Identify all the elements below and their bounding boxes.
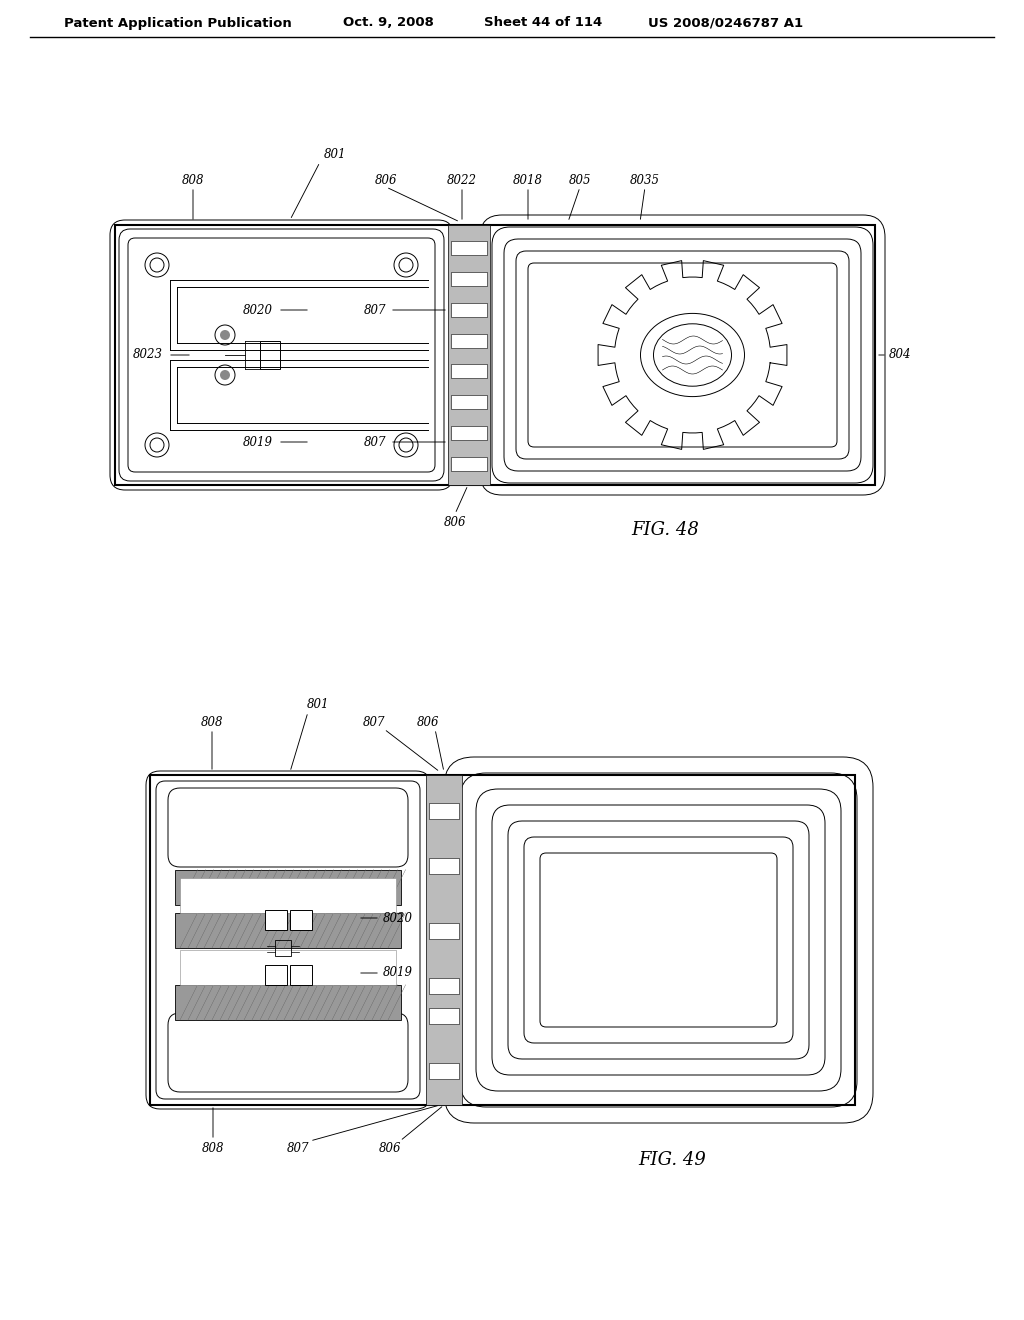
Bar bbox=[426, 775, 462, 1105]
Bar bbox=[429, 803, 459, 818]
Text: 806: 806 bbox=[443, 516, 466, 528]
Text: 806: 806 bbox=[375, 173, 397, 186]
Bar bbox=[451, 334, 487, 347]
Bar bbox=[175, 870, 401, 904]
Bar bbox=[265, 909, 287, 931]
Bar bbox=[275, 940, 291, 956]
Bar bbox=[260, 341, 280, 370]
Text: 805: 805 bbox=[568, 173, 591, 186]
Bar bbox=[449, 224, 490, 484]
Text: 8018: 8018 bbox=[513, 173, 543, 186]
Bar bbox=[451, 426, 487, 440]
Text: 8022: 8022 bbox=[447, 173, 477, 186]
Text: 806: 806 bbox=[379, 1142, 401, 1155]
Text: FIG. 49: FIG. 49 bbox=[638, 1151, 706, 1170]
Bar bbox=[180, 878, 396, 913]
Text: 807: 807 bbox=[364, 436, 386, 449]
Bar bbox=[175, 913, 401, 948]
Bar bbox=[180, 949, 396, 985]
Bar bbox=[175, 985, 401, 1020]
Text: 8020: 8020 bbox=[243, 304, 273, 317]
Text: 8035: 8035 bbox=[630, 173, 660, 186]
Text: 807: 807 bbox=[362, 715, 385, 729]
Text: 8020: 8020 bbox=[383, 912, 413, 924]
Text: 801: 801 bbox=[307, 698, 330, 711]
Text: Patent Application Publication: Patent Application Publication bbox=[65, 16, 292, 29]
Text: FIG. 48: FIG. 48 bbox=[631, 521, 699, 539]
Bar bbox=[429, 1008, 459, 1024]
Text: 804: 804 bbox=[889, 348, 911, 362]
Text: 808: 808 bbox=[181, 173, 204, 186]
Bar bbox=[290, 965, 312, 985]
Bar bbox=[451, 364, 487, 379]
Circle shape bbox=[220, 330, 230, 341]
Text: 8023: 8023 bbox=[133, 348, 163, 362]
Bar bbox=[115, 224, 874, 484]
Text: Oct. 9, 2008: Oct. 9, 2008 bbox=[343, 16, 433, 29]
Text: 807: 807 bbox=[287, 1142, 309, 1155]
Text: 801: 801 bbox=[324, 149, 346, 161]
Text: US 2008/0246787 A1: US 2008/0246787 A1 bbox=[648, 16, 804, 29]
Text: 8019: 8019 bbox=[243, 436, 273, 449]
Bar bbox=[451, 302, 487, 317]
Text: Sheet 44 of 114: Sheet 44 of 114 bbox=[484, 16, 602, 29]
Bar bbox=[451, 242, 487, 255]
Text: 808: 808 bbox=[201, 715, 223, 729]
Bar bbox=[265, 965, 287, 985]
Text: 8019: 8019 bbox=[383, 966, 413, 979]
Circle shape bbox=[220, 370, 230, 380]
Text: 806: 806 bbox=[417, 715, 439, 729]
Bar bbox=[429, 923, 459, 939]
Text: 808: 808 bbox=[202, 1142, 224, 1155]
Bar bbox=[429, 1063, 459, 1078]
Bar bbox=[451, 457, 487, 471]
Bar bbox=[451, 395, 487, 409]
Bar bbox=[290, 909, 312, 931]
Bar bbox=[429, 858, 459, 874]
Text: 807: 807 bbox=[364, 304, 386, 317]
Bar bbox=[451, 272, 487, 286]
Bar bbox=[429, 978, 459, 994]
Bar bbox=[150, 775, 855, 1105]
